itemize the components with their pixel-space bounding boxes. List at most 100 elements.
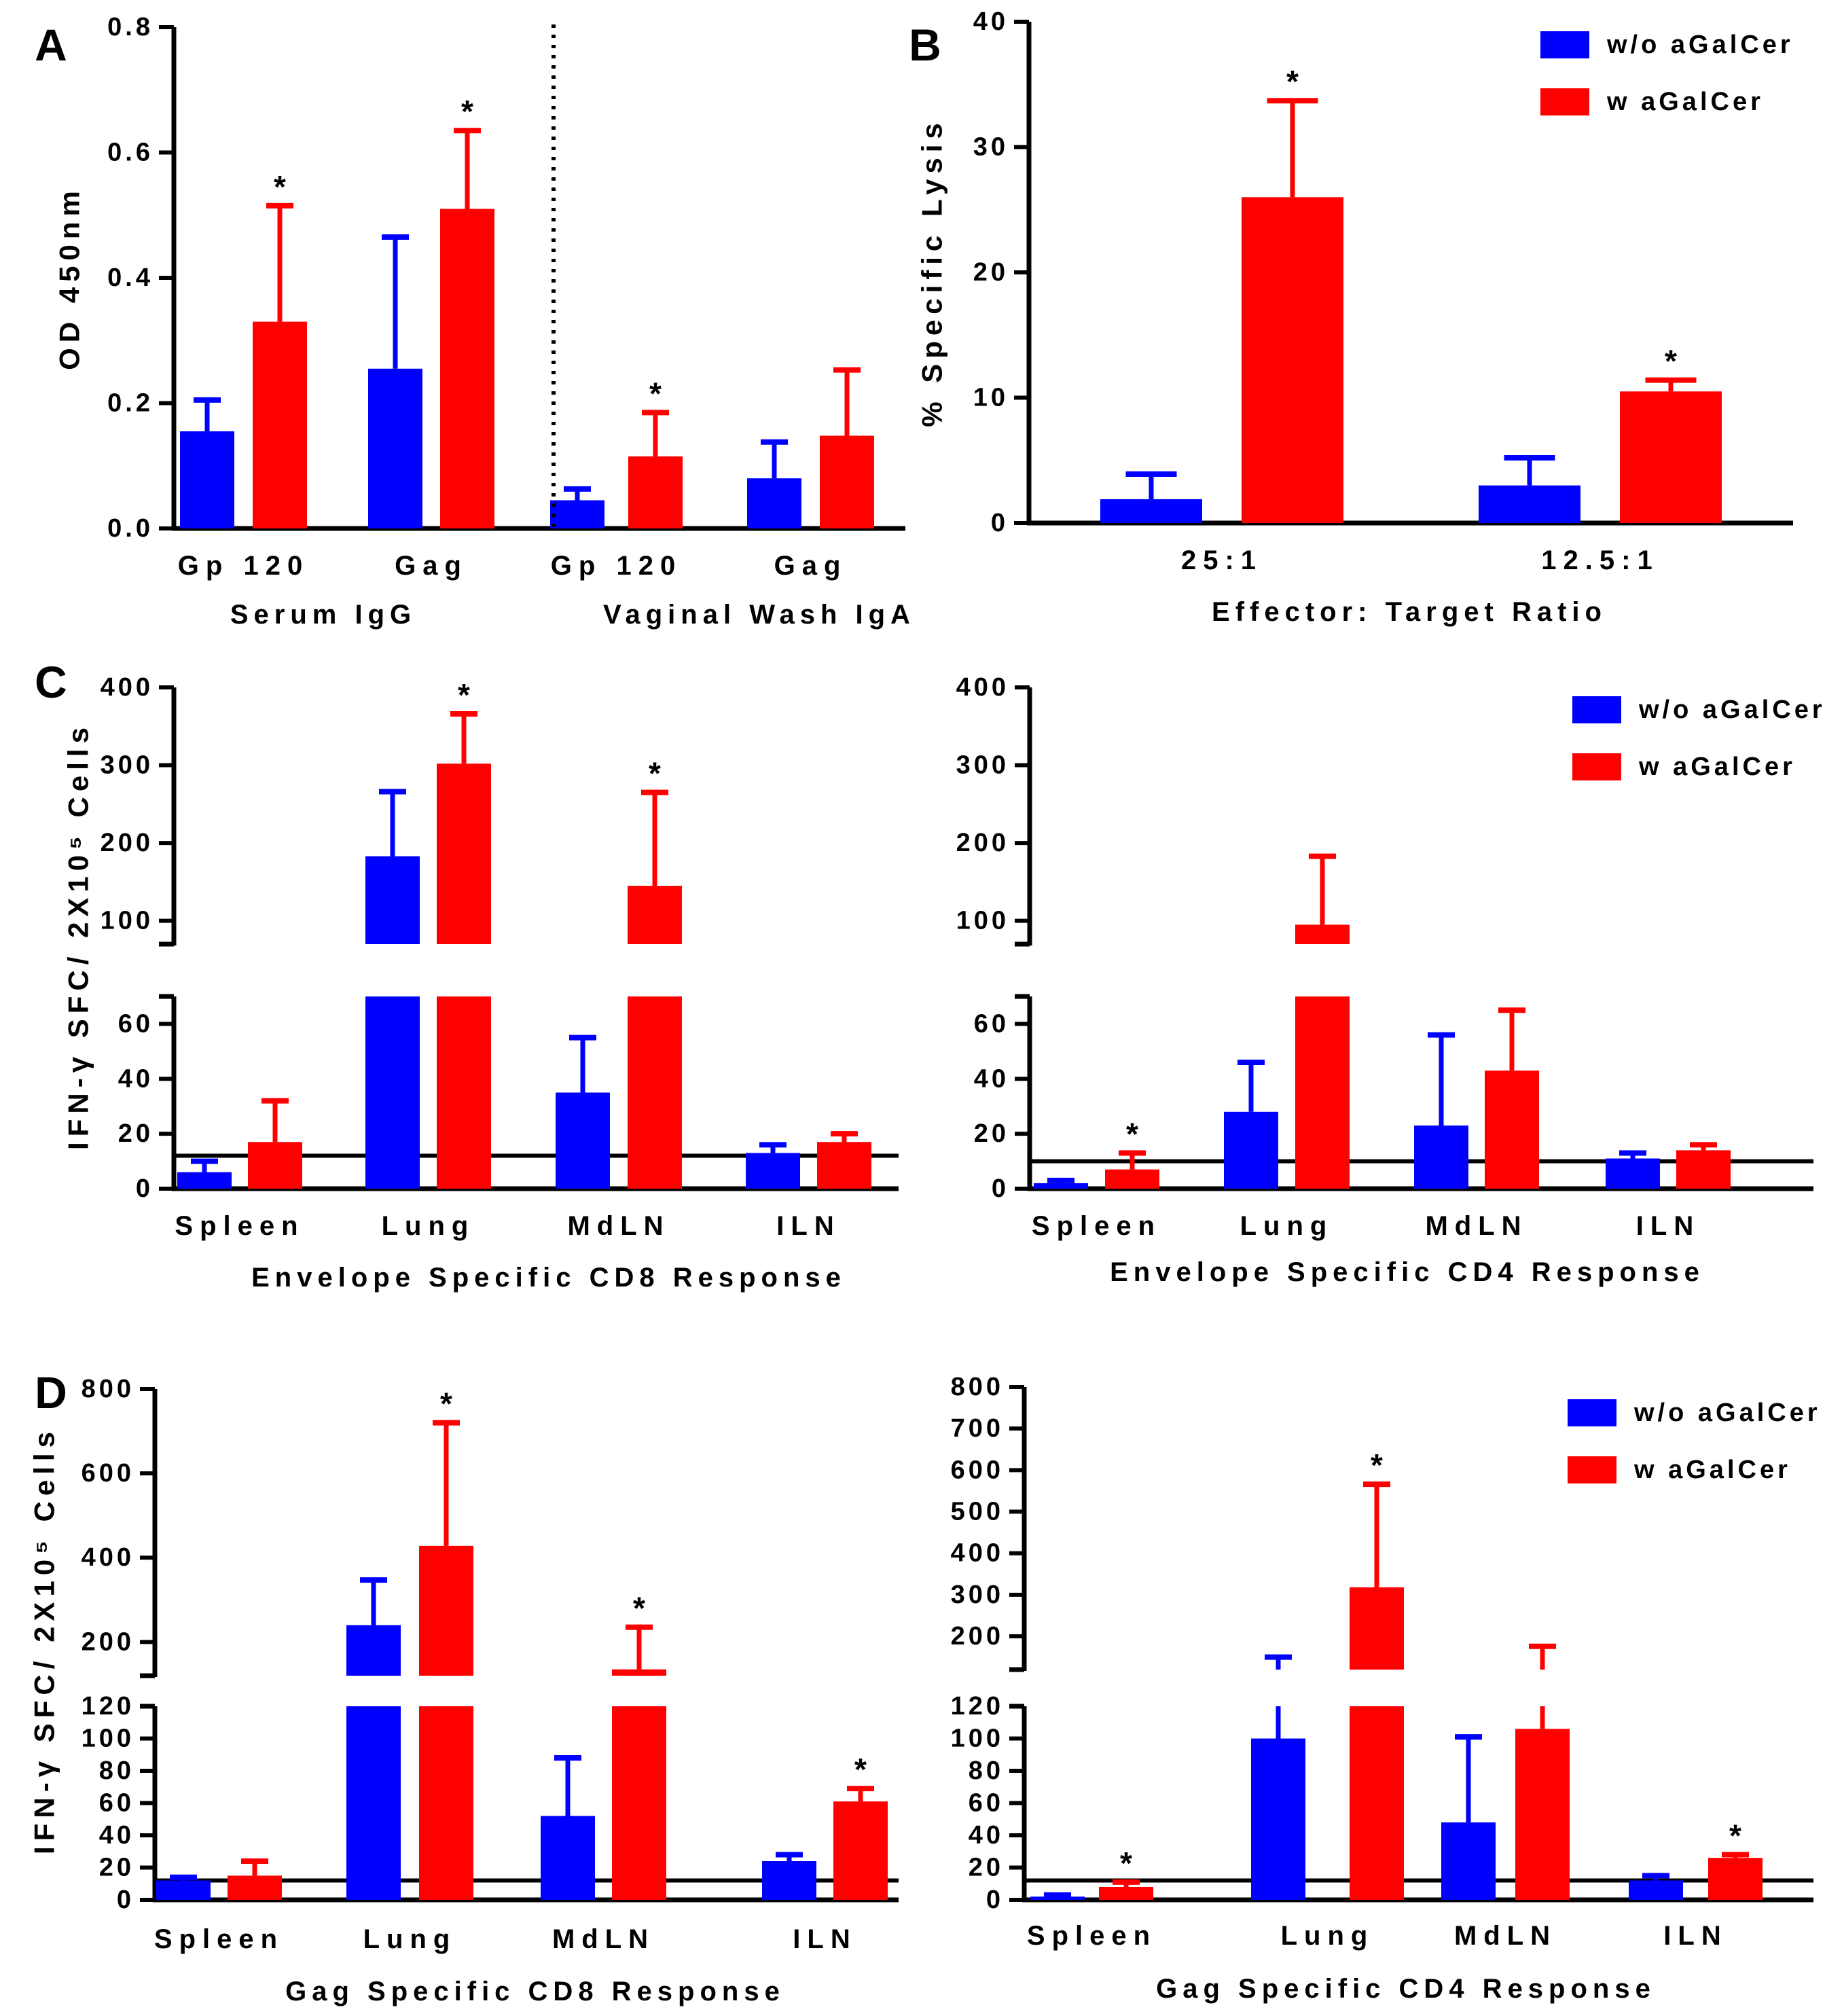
bar-C1-0-1 — [365, 856, 420, 944]
significance-star: * — [1371, 1447, 1383, 1483]
bar-D2-1-3 — [1708, 1858, 1763, 1900]
bar-C1-1-2 — [628, 886, 682, 944]
bar-A-0-2 — [550, 500, 604, 528]
y-tick-label: 200 — [82, 1627, 134, 1656]
panel-label: A — [35, 20, 67, 70]
y-tick-label: 400 — [956, 673, 1009, 702]
bar-C1-1-1 — [437, 996, 491, 1189]
significance-star: * — [1126, 1116, 1138, 1151]
category-label: 25:1 — [1181, 545, 1263, 575]
y-axis-title: OD 450nm — [54, 185, 86, 370]
bar-D1-0-3 — [762, 1861, 816, 1900]
bar-D2-0-0 — [1030, 1896, 1085, 1900]
y-tick-label: 40 — [99, 1821, 134, 1850]
bar-D2-0-1 — [1251, 1738, 1305, 1900]
bar-D1-1-1 — [419, 1545, 473, 1676]
significance-star: * — [649, 756, 661, 791]
bar-D1-0-1 — [346, 1706, 401, 1900]
category-label: MdLN — [1454, 1921, 1557, 1951]
panel-label: B — [909, 20, 941, 70]
category-label: ILN — [1636, 1211, 1700, 1241]
y-tick-label: 40 — [118, 1064, 153, 1093]
category-label: 12.5:1 — [1541, 545, 1659, 575]
legend-label-without: w/o aGalCer — [1633, 1399, 1821, 1427]
y-axis-title: % Specific Lysis — [916, 118, 948, 427]
category-label: Spleen — [1027, 1921, 1157, 1951]
legend-swatch-with — [1568, 1456, 1616, 1483]
significance-star: * — [1729, 1818, 1741, 1854]
y-tick-label: 0.0 — [107, 514, 153, 543]
panel-D2: 0 20 40 60 80 100 120 200 300 400 500 600 700 800 * * * S… — [951, 1373, 1821, 2004]
bar-D2-1-2 — [1515, 1729, 1570, 1900]
y-tick-label: 120 — [82, 1692, 134, 1721]
y-tick-label: 20 — [974, 1119, 1009, 1148]
category-label: Gp 120 — [551, 551, 682, 581]
category-label: Lung — [1281, 1921, 1375, 1951]
legend-label-with: w aGalCer — [1633, 1456, 1791, 1484]
category-label: Spleen — [154, 1924, 284, 1954]
significance-star: * — [1665, 344, 1677, 379]
y-tick-label: 400 — [82, 1543, 134, 1572]
legend-swatch-with — [1572, 753, 1621, 780]
x-axis-title: Envelope Specific CD4 Response — [1110, 1257, 1705, 1287]
y-axis-title: IFN-γ SFC/ 2X10⁵ Cells — [29, 1426, 60, 1854]
legend-swatch-without — [1540, 31, 1589, 58]
bar-D1-0-0 — [156, 1880, 211, 1900]
y-tick-label: 200 — [101, 829, 153, 857]
bar-C2-1-1 — [1295, 996, 1350, 1189]
bar-D1-1-0 — [228, 1875, 282, 1900]
bar-C2-1-0 — [1105, 1169, 1159, 1189]
y-tick-label: 0.4 — [107, 264, 153, 292]
y-tick-label: 100 — [82, 1725, 134, 1753]
category-label: Gag — [395, 551, 468, 581]
y-tick-label: 700 — [951, 1414, 1004, 1443]
y-tick-label: 20 — [118, 1119, 153, 1148]
category-label: MdLN — [1425, 1211, 1528, 1241]
category-label: Lung — [382, 1211, 475, 1241]
y-tick-label: 100 — [951, 1725, 1004, 1753]
bar-A-0-0 — [180, 431, 234, 528]
y-tick-label: 0.8 — [107, 13, 153, 41]
y-tick-label: 80 — [99, 1757, 134, 1785]
bar-D1-0-2 — [541, 1816, 595, 1900]
category-label: ILN — [1663, 1921, 1727, 1951]
y-tick-label: 200 — [956, 829, 1009, 857]
y-tick-label: 40 — [969, 1821, 1004, 1850]
bar-C2-0-2 — [1414, 1126, 1468, 1189]
bar-A-1-3 — [820, 435, 874, 528]
x-axis-title: Gag Specific CD4 Response — [1156, 1974, 1656, 2004]
panel-label: C — [35, 657, 67, 707]
y-tick-label: 40 — [973, 7, 1009, 36]
y-tick-label: 10 — [973, 384, 1009, 412]
significance-star: * — [649, 376, 662, 411]
category-label: Lung — [1240, 1211, 1334, 1241]
bar-C1-0-2 — [556, 1092, 610, 1189]
category-label: Gp 120 — [178, 551, 309, 581]
y-tick-label: 60 — [99, 1789, 134, 1818]
y-tick-label: 60 — [118, 1009, 153, 1038]
panel-C1: 0 20 40 60 100 200 300 400 * * Spleen Lung MdLN ILN En… — [35, 657, 899, 1293]
bar-A-0-3 — [747, 478, 801, 528]
bar-C2-1-1 — [1295, 924, 1350, 944]
y-tick-label: 20 — [969, 1854, 1004, 1882]
legend-swatch-without — [1572, 696, 1621, 723]
bar-D2-1-1 — [1350, 1587, 1404, 1670]
panel-D1: 0 20 40 60 80 100 120 200 400 600 800 * * * Spleen Lung… — [29, 1367, 899, 2006]
y-tick-label: 400 — [101, 673, 153, 702]
y-tick-label: 80 — [969, 1757, 1004, 1785]
category-label: Spleen — [175, 1211, 304, 1241]
bar-D1-1-1 — [419, 1706, 473, 1900]
category-label: MdLN — [552, 1924, 655, 1954]
legend-label-with: w aGalCer — [1606, 88, 1764, 116]
y-tick-label: 0.2 — [107, 389, 153, 418]
y-tick-label: 600 — [82, 1459, 134, 1488]
category-label: ILN — [776, 1211, 840, 1241]
legend-swatch-with — [1540, 88, 1589, 115]
bar-D1-1-2 — [612, 1706, 666, 1900]
panel-C2: 0 20 40 60 100 200 300 400 * Spleen Lung MdLN ILN Env… — [956, 673, 1822, 1287]
y-tick-label: 60 — [969, 1789, 1004, 1818]
y-tick-label: 300 — [101, 751, 153, 780]
legend-label-without: w/o aGalCer — [1606, 31, 1794, 59]
y-axis-title: IFN-γ SFC/ 2X10⁵ Cells — [62, 722, 94, 1150]
